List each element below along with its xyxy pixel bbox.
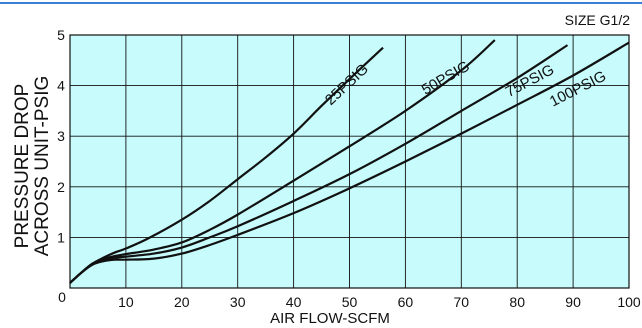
y-tick-label: 5	[57, 27, 65, 43]
top-rule	[0, 2, 642, 4]
origin-label: 0	[58, 289, 66, 305]
y-tick-label: 2	[57, 179, 65, 195]
series-line-100psig	[69, 41, 630, 284]
x-tick-label: 100	[617, 294, 641, 310]
y-tick-label: 1	[57, 229, 65, 245]
tick-labels: 10 20 30 40 50 60 70 80 90 100 1 2 3 4 5	[57, 27, 641, 310]
y-tick-label: 3	[57, 128, 65, 144]
x-tick-label: 90	[565, 294, 581, 310]
x-tick-label: 40	[286, 294, 302, 310]
x-tick-label: 80	[509, 294, 525, 310]
size-label: SIZE G1/2	[565, 12, 631, 28]
x-axis-label: AIR FLOW-SCFM	[270, 310, 390, 327]
x-tick-label: 70	[454, 294, 470, 310]
x-tick-label: 60	[398, 294, 414, 310]
plot-frame	[69, 34, 630, 289]
y-axis-label-line-1: PRESSURE DROP	[12, 84, 33, 249]
y-tick-label: 4	[57, 78, 65, 94]
x-tick-label: 10	[118, 294, 134, 310]
x-tick-label: 50	[342, 294, 358, 310]
y-axis-label-line-2: ACROSS UNIT-PSIG	[32, 76, 53, 257]
x-tick-label: 20	[174, 294, 190, 310]
y-axis-label: PRESSURE DROP ACROSS UNIT-PSIG	[12, 76, 53, 257]
x-tick-label: 30	[230, 294, 246, 310]
